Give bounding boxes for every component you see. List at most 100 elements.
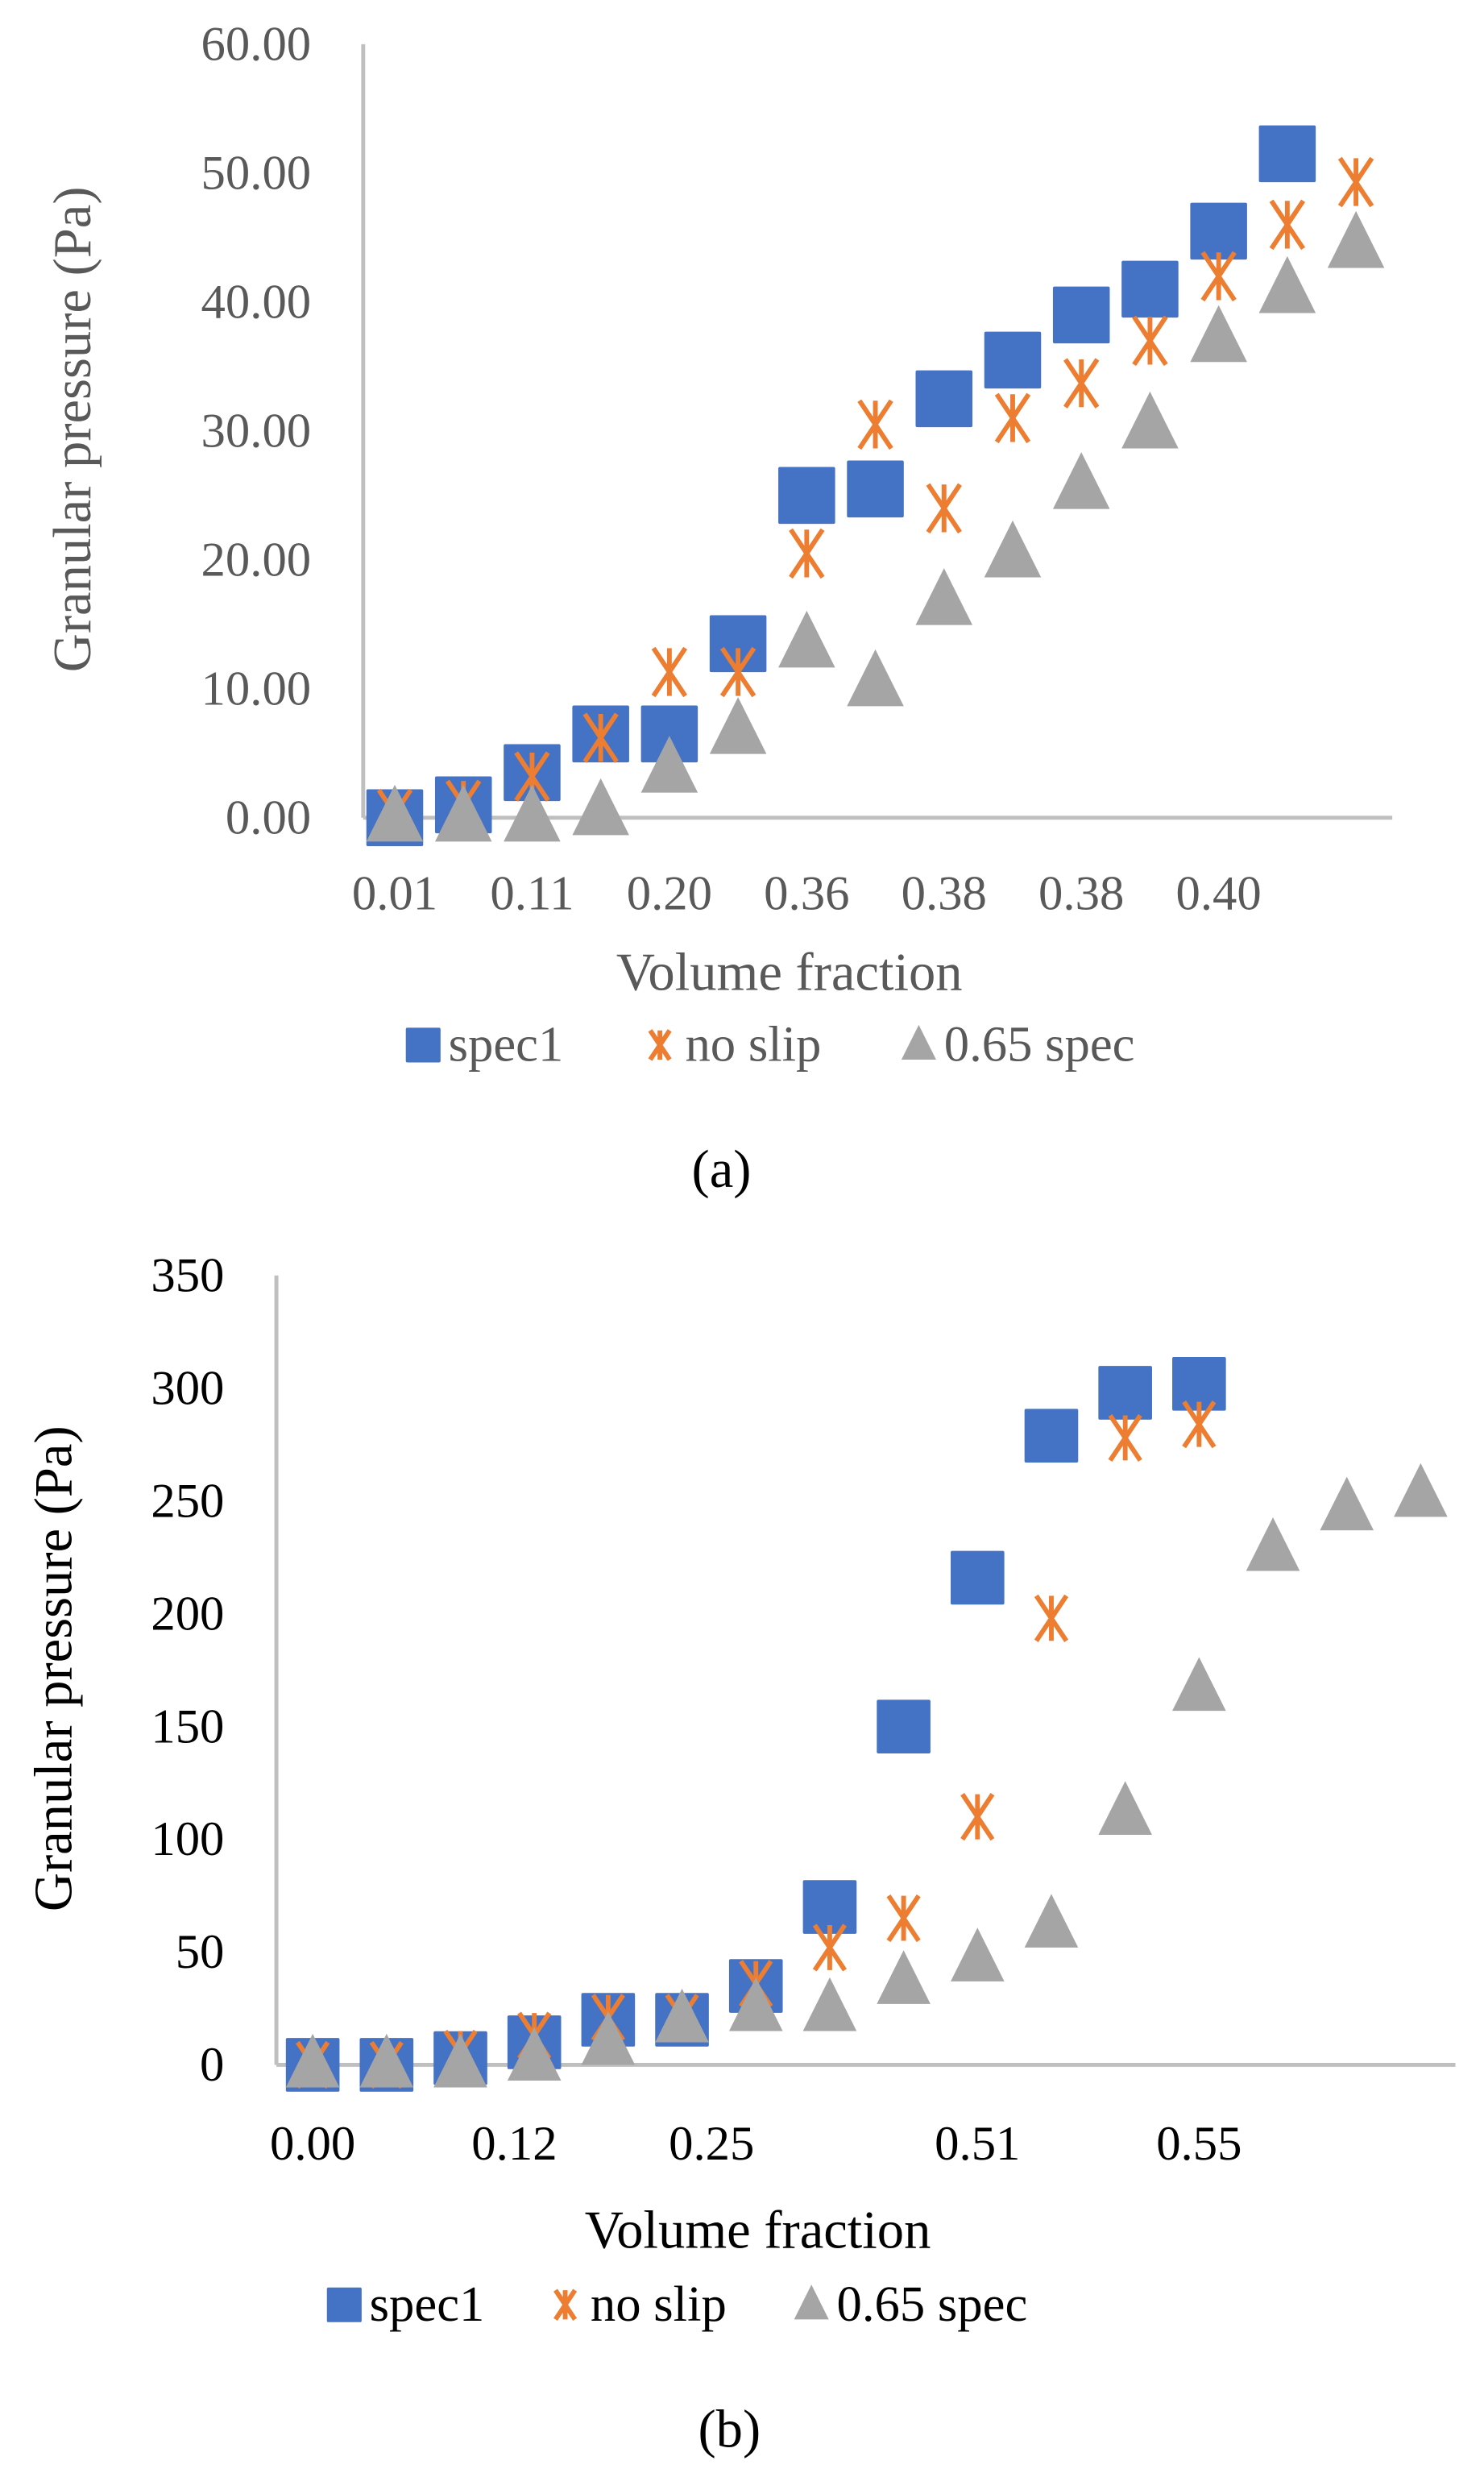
data-point-asterisk xyxy=(1200,251,1237,302)
data-point-triangle xyxy=(504,784,561,842)
data-point-triangle xyxy=(581,2010,636,2065)
data-point-triangle xyxy=(366,784,424,842)
data-point-asterisk xyxy=(994,392,1031,444)
y-axis-title: Granular pressure (Pa) xyxy=(24,1425,83,1911)
legend-marker-triangle xyxy=(794,2284,829,2320)
legend-label: no slip xyxy=(591,2276,727,2332)
data-point-square xyxy=(778,467,835,525)
y-tick-label: 250 xyxy=(151,1474,224,1528)
x-tick-label: 0.38 xyxy=(1038,866,1124,920)
data-point-triangle xyxy=(1394,1463,1448,1517)
data-point-triangle xyxy=(915,568,973,625)
data-point-asterisk xyxy=(886,1894,921,1943)
data-point-asterisk xyxy=(1034,1594,1069,1642)
data-point-asterisk xyxy=(812,1923,848,1972)
data-point-asterisk xyxy=(1337,156,1374,208)
data-point-square xyxy=(1258,125,1316,183)
data-point-square xyxy=(802,1880,857,1934)
y-tick-label: 300 xyxy=(151,1361,224,1415)
data-point-square xyxy=(877,1699,931,1753)
y-tick-label: 200 xyxy=(151,1587,224,1641)
data-point-triangle xyxy=(655,1988,709,2043)
data-point-triangle xyxy=(1024,1894,1079,1948)
data-point-square xyxy=(1024,1409,1079,1463)
y-tick-label: 150 xyxy=(151,1699,224,1753)
data-point-square xyxy=(984,331,1042,389)
data-point-triangle xyxy=(709,697,767,754)
series-0-65-spec xyxy=(285,1463,1448,2088)
data-point-triangle xyxy=(572,778,629,836)
y-tick-label: 60.00 xyxy=(201,17,312,71)
data-point-triangle xyxy=(1327,210,1385,268)
data-point-asterisk xyxy=(789,528,825,579)
data-point-triangle xyxy=(359,2033,414,2088)
legend-label: no slip xyxy=(685,1016,821,1073)
data-point-triangle xyxy=(1172,1657,1226,1712)
y-tick-label: 50 xyxy=(176,1925,225,1979)
x-axis-title: Volume fraction xyxy=(585,2201,931,2260)
data-point-asterisk xyxy=(719,646,757,698)
data-point-triangle xyxy=(640,736,698,793)
y-tick-label: 100 xyxy=(151,1812,224,1866)
data-point-triangle xyxy=(950,1927,1005,1981)
data-point-asterisk xyxy=(926,483,962,534)
data-point-square xyxy=(1098,1366,1152,1420)
data-point-triangle xyxy=(728,1977,783,2031)
y-tick-label: 350 xyxy=(151,1249,224,1303)
x-tick-label: 0.12 xyxy=(471,2117,557,2171)
legend-label: 0.65 spec xyxy=(837,2276,1028,2332)
data-point-triangle xyxy=(434,784,492,842)
data-point-square xyxy=(1190,202,1247,260)
data-point-asterisk xyxy=(582,712,619,763)
legend-marker-square xyxy=(326,2287,362,2322)
x-tick-label: 0.38 xyxy=(902,866,987,920)
legend-label: spec1 xyxy=(449,1016,564,1073)
x-axis-title: Volume fraction xyxy=(616,943,963,1002)
x-tick-label: 0.25 xyxy=(669,2117,754,2171)
data-point-square xyxy=(950,1550,1005,1605)
data-point-triangle xyxy=(285,2033,340,2088)
data-point-asterisk xyxy=(1108,1413,1142,1463)
data-point-triangle xyxy=(1246,1517,1300,1571)
legend-label: 0.65 spec xyxy=(944,1016,1135,1073)
data-point-triangle xyxy=(1258,255,1316,313)
data-point-asterisk xyxy=(857,399,893,450)
data-point-square xyxy=(847,460,904,518)
x-tick-label: 0.01 xyxy=(352,866,437,920)
data-point-triangle xyxy=(778,610,835,668)
data-point-triangle xyxy=(802,1977,857,2031)
y-tick-label: 0 xyxy=(200,2038,224,2092)
data-point-triangle xyxy=(433,2033,487,2088)
y-tick-label: 20.00 xyxy=(201,533,312,587)
data-point-asterisk xyxy=(960,1793,995,1841)
y-tick-label: 40.00 xyxy=(201,275,312,329)
data-point-asterisk xyxy=(1269,199,1306,251)
data-point-square xyxy=(1121,260,1179,318)
data-point-triangle xyxy=(1320,1476,1374,1531)
legend-marker-asterisk xyxy=(648,1029,672,1061)
legend-marker-square xyxy=(405,1027,441,1063)
y-tick-label: 30.00 xyxy=(201,404,312,458)
data-point-triangle xyxy=(507,2027,562,2081)
legend-marker-asterisk xyxy=(553,2288,578,2321)
data-point-triangle xyxy=(1190,305,1247,363)
x-tick-label: 0.00 xyxy=(270,2117,355,2171)
data-point-square xyxy=(1052,286,1110,344)
data-point-triangle xyxy=(1098,1781,1152,1835)
data-point-asterisk xyxy=(1063,358,1100,409)
chart-a: (a) 0.00 10.00 20.00 30.00 40.00 50.00 60.00 0.… xyxy=(44,17,1393,1199)
data-point-triangle xyxy=(1052,452,1110,509)
y-tick-label: 50.00 xyxy=(201,146,312,200)
x-tick-label: 0.11 xyxy=(490,866,574,920)
data-point-square xyxy=(915,370,973,428)
data-point-triangle xyxy=(1121,391,1179,449)
data-point-asterisk xyxy=(1182,1400,1217,1449)
data-point-triangle xyxy=(877,1950,931,2004)
y-tick-label: 0.00 xyxy=(226,790,311,844)
data-point-asterisk xyxy=(1132,315,1168,367)
panel-label-b: (b) xyxy=(698,2401,761,2459)
series-0-65-spec xyxy=(366,210,1385,842)
data-point-square xyxy=(640,705,698,763)
y-tick-label: 10.00 xyxy=(201,662,312,716)
